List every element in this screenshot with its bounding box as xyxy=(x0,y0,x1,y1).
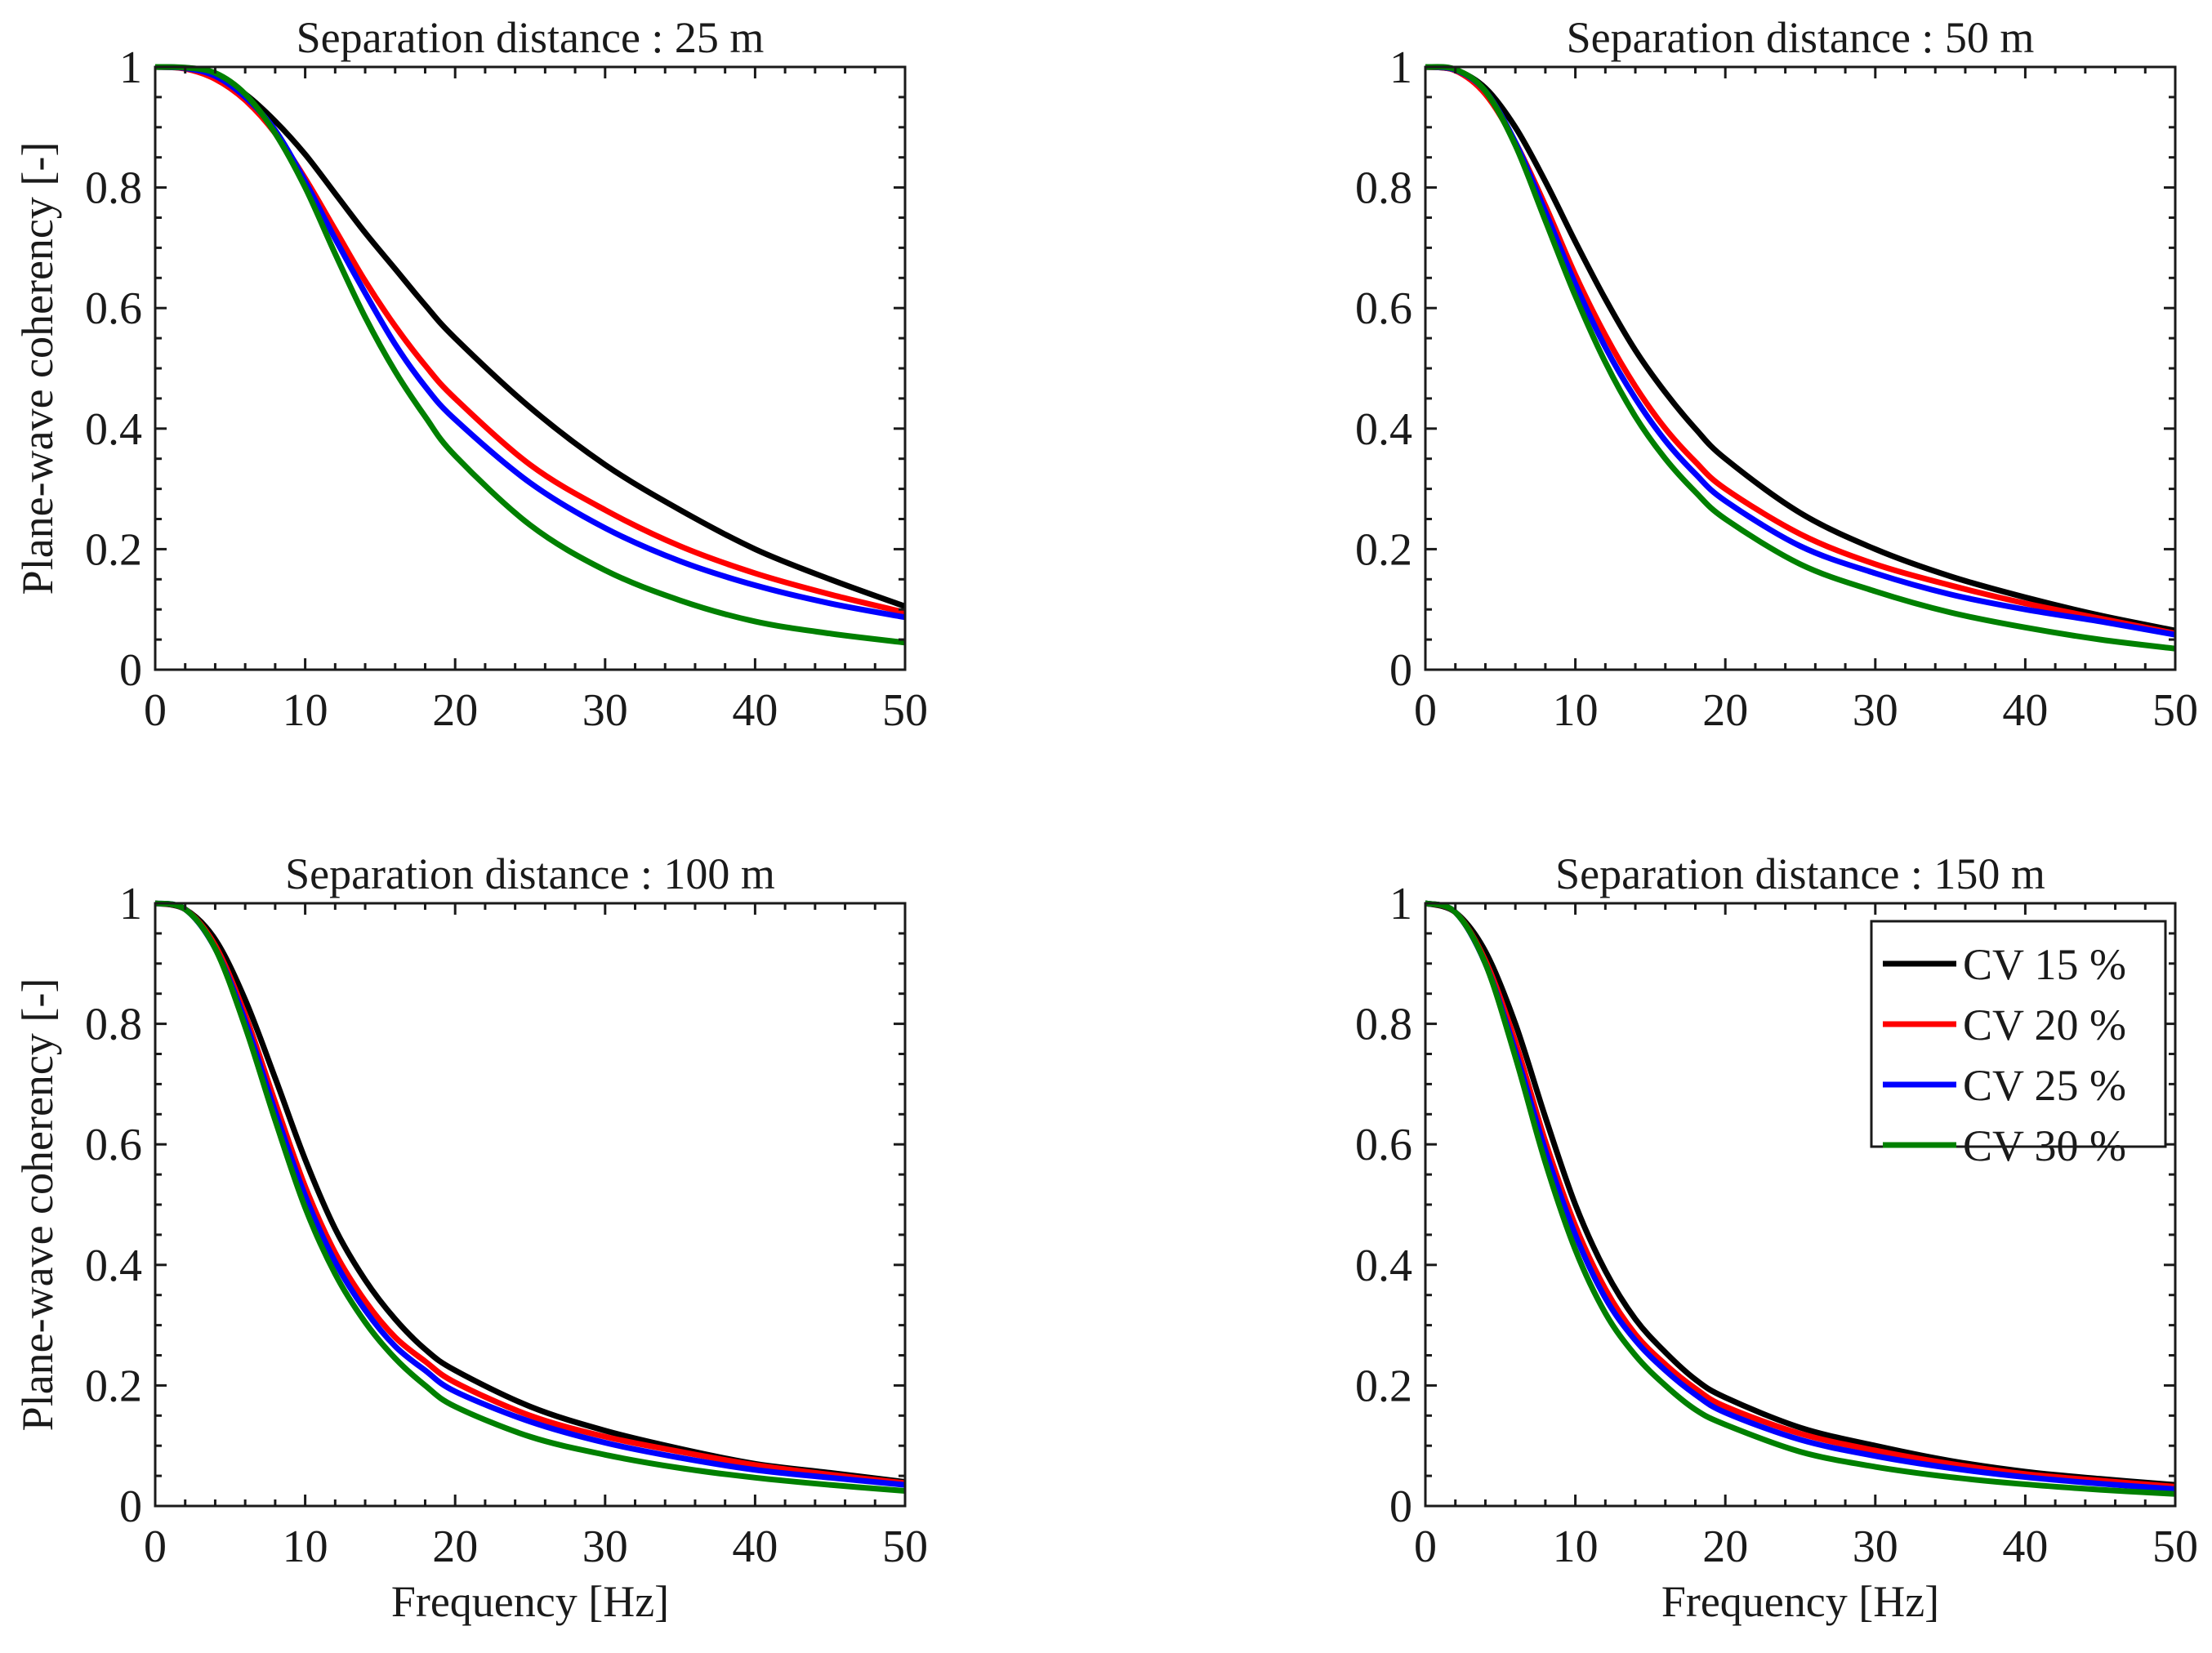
y-tick-label: 1 xyxy=(1389,42,1412,93)
series-line-cv-30 xyxy=(155,900,905,1495)
chart-title: Separation distance : 100 m xyxy=(285,849,775,898)
x-tick-label: 50 xyxy=(2152,685,2198,736)
x-tick-label: 30 xyxy=(1853,685,1898,736)
y-tick-label: 0.8 xyxy=(85,163,142,214)
series-line-cv-20 xyxy=(155,900,905,1486)
series-line-cv-30 xyxy=(155,64,905,646)
legend-label: CV 30 % xyxy=(1963,1121,2126,1170)
series-line-cv-15 xyxy=(1425,64,2175,634)
y-tick-label: 0.4 xyxy=(1355,1241,1412,1291)
y-tick-label: 0.4 xyxy=(85,1241,142,1291)
series-line-cv-30 xyxy=(1425,64,2175,652)
series-line-cv-25 xyxy=(1425,64,2175,638)
chart-panel-4: Separation distance : 150 m 0 10 20 30 40 50 0 0… xyxy=(1355,849,2198,1626)
y-tick-label: 0 xyxy=(119,1481,142,1532)
x-tick-label: 30 xyxy=(1853,1522,1898,1572)
x-tick-label: 0 xyxy=(1414,1522,1437,1572)
x-tick-label: 20 xyxy=(432,685,478,736)
x-tick-label: 50 xyxy=(2152,1522,2198,1572)
axes-frame xyxy=(1424,65,2177,671)
y-tick-label: 0.8 xyxy=(85,1000,142,1050)
x-tick-label: 50 xyxy=(882,685,928,736)
x-tick-label: 10 xyxy=(1553,1522,1599,1572)
y-axis-label: Plane-wave coherency [-] xyxy=(13,978,62,1432)
y-tick-label: 0.2 xyxy=(1355,1361,1412,1411)
y-tick-label: 1 xyxy=(119,879,142,929)
legend-label: CV 15 % xyxy=(1963,940,2126,989)
x-tick-label: 40 xyxy=(2002,1522,2048,1572)
x-tick-label: 20 xyxy=(1702,1522,1748,1572)
legend-label: CV 25 % xyxy=(1963,1061,2126,1110)
series-line-cv-30 xyxy=(1425,900,2175,1497)
y-tick-label: 0.6 xyxy=(1355,283,1412,334)
y-axis-label: Plane-wave coherency [-] xyxy=(13,142,62,595)
x-tick-label: 20 xyxy=(1702,685,1748,736)
series-line-cv-25 xyxy=(155,64,905,621)
chart-title: Separation distance : 25 m xyxy=(297,13,765,62)
x-tick-label: 0 xyxy=(144,685,167,736)
y-tick-label: 0.2 xyxy=(85,1361,142,1411)
y-tick-label: 0 xyxy=(1389,645,1412,696)
y-tick-label: 0.2 xyxy=(85,524,142,575)
y-tick-label: 1 xyxy=(119,42,142,93)
chart-panel-1: Separation distance : 25 m 0 10 20 30 40 50 0 0.… xyxy=(13,13,928,736)
x-tick-label: 20 xyxy=(432,1522,478,1572)
series-line-cv-20 xyxy=(155,64,905,616)
x-tick-label: 40 xyxy=(2002,685,2048,736)
y-tick-label: 0 xyxy=(1389,1481,1412,1532)
x-tick-label: 30 xyxy=(582,1522,628,1572)
y-tick-label: 1 xyxy=(1389,879,1412,929)
y-tick-label: 0.6 xyxy=(85,283,142,334)
axes-frame xyxy=(154,65,907,671)
chart-title: Separation distance : 50 m xyxy=(1567,13,2035,62)
chart-panel-2: Separation distance : 50 m 0 10 20 30 40 50 0 0.… xyxy=(1355,13,2198,736)
legend: CV 15 % CV 20 % CV 25 % CV 30 % xyxy=(1870,920,2167,1170)
y-tick-label: 0.6 xyxy=(1355,1120,1412,1170)
x-axis-label: Frequency [Hz] xyxy=(391,1577,669,1626)
chart-title: Separation distance : 150 m xyxy=(1555,849,2045,898)
y-tick-label: 0.2 xyxy=(1355,524,1412,575)
y-tick-label: 0.4 xyxy=(85,404,142,455)
series-line-cv-15 xyxy=(155,900,905,1485)
y-tick-label: 0.8 xyxy=(1355,1000,1412,1050)
series-line-cv-25 xyxy=(155,900,905,1488)
y-tick-label: 0 xyxy=(119,645,142,696)
x-tick-label: 10 xyxy=(283,685,328,736)
y-tick-label: 0.6 xyxy=(85,1120,142,1170)
x-axis-label: Frequency [Hz] xyxy=(1661,1577,1939,1626)
legend-label: CV 20 % xyxy=(1963,1000,2126,1049)
x-tick-label: 30 xyxy=(582,685,628,736)
y-tick-label: 0.8 xyxy=(1355,163,1412,214)
x-tick-label: 40 xyxy=(732,685,778,736)
x-tick-label: 40 xyxy=(732,1522,778,1572)
x-tick-label: 0 xyxy=(144,1522,167,1572)
y-tick-label: 0.4 xyxy=(1355,404,1412,455)
x-tick-label: 10 xyxy=(1553,685,1599,736)
x-tick-label: 10 xyxy=(283,1522,328,1572)
x-tick-label: 0 xyxy=(1414,685,1437,736)
chart-panel-3: Separation distance : 100 m 0 10 20 30 40 50 0 0… xyxy=(13,849,928,1626)
x-tick-label: 50 xyxy=(882,1522,928,1572)
legend-box xyxy=(1870,920,2167,1148)
